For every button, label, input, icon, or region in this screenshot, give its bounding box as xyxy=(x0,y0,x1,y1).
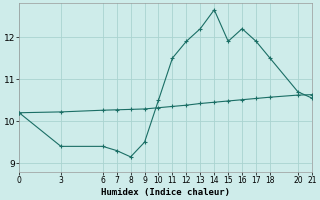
X-axis label: Humidex (Indice chaleur): Humidex (Indice chaleur) xyxy=(101,188,230,197)
